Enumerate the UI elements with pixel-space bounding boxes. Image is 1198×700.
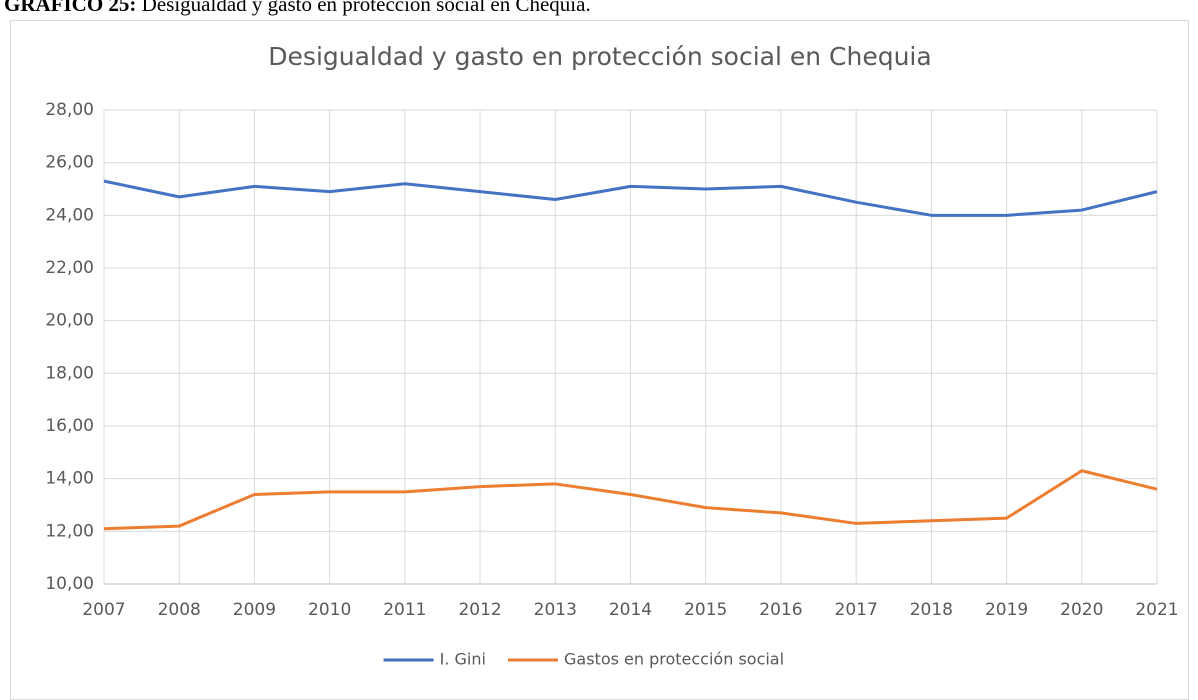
x-tick-label: 2008 (158, 600, 201, 620)
y-tick-label: 14,00 (45, 469, 94, 489)
y-tick-label: 18,00 (45, 363, 94, 383)
legend-label: Gastos en protección social (564, 650, 784, 669)
x-tick-label: 2019 (985, 600, 1028, 620)
x-tick-label: 2007 (82, 600, 125, 620)
y-tick-label: 10,00 (45, 574, 94, 594)
series-line (103, 469, 1158, 531)
y-tick-label: 24,00 (45, 205, 94, 225)
x-tick-label: 2014 (609, 600, 652, 620)
caption-text: Desigualdad y gasto en protección social… (142, 0, 591, 16)
x-tick-label: 2015 (684, 600, 727, 620)
x-tick-label: 2013 (534, 600, 577, 620)
x-tick-label: 2021 (1135, 600, 1178, 620)
x-tick-label: 2010 (308, 600, 351, 620)
x-tick-label: 2016 (759, 600, 802, 620)
caption-label: GRÁFICO 25: (4, 0, 136, 16)
y-tick-label: 12,00 (45, 521, 94, 541)
x-tick-label: 2017 (835, 600, 878, 620)
y-tick-label: 26,00 (45, 153, 94, 173)
y-tick-label: 20,00 (45, 311, 94, 331)
y-tick-label: 28,00 (45, 100, 94, 120)
x-tick-label: 2012 (458, 600, 501, 620)
chart-title: Desigualdad y gasto en protección social… (268, 42, 931, 71)
series-line (103, 179, 1158, 217)
x-tick-label: 2020 (1060, 600, 1103, 620)
legend-label: I. Gini (440, 650, 486, 669)
chart-frame (10, 20, 1189, 700)
x-tick-label: 2009 (233, 600, 276, 620)
y-tick-label: 22,00 (45, 258, 94, 278)
caption: GRÁFICO 25: Desigualdad y gasto en prote… (4, 0, 591, 16)
x-tick-label: 2018 (910, 600, 953, 620)
x-tick-label: 2011 (383, 600, 426, 620)
y-tick-label: 16,00 (45, 416, 94, 436)
